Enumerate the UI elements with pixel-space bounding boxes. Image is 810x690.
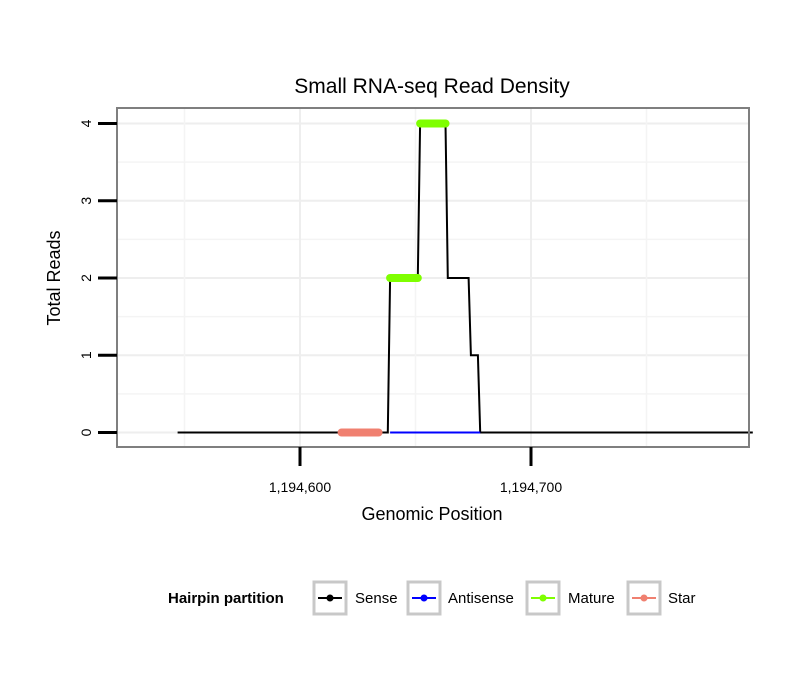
grid-lines [117,108,749,447]
legend-dot-antisense [420,594,428,602]
y-tick-label-2: 2 [78,274,94,282]
legend-entry-sense: Sense [312,580,398,616]
series-layer [177,119,753,437]
legend-entry-mature: Mature [525,580,615,616]
legend: Hairpin partition Sense Antisense Mature… [168,580,696,616]
y-tick-label-0: 0 [78,428,94,436]
legend-label-mature: Mature [568,590,615,607]
legend-label-star: Star [668,590,696,607]
x-axis: 1,194,600 1,194,700 [269,447,562,495]
x-tick-label-0: 1,194,600 [269,479,331,495]
y-tick-label-4: 4 [78,119,94,127]
x-tick-label-1: 1,194,700 [500,479,562,495]
y-axis-label: Total Reads [44,230,64,325]
legend-title: Hairpin partition [168,590,284,607]
legend-entry-antisense: Antisense [406,580,514,616]
legend-dot-mature [539,594,547,602]
x-axis-label: Genomic Position [361,504,502,524]
legend-label-sense: Sense [355,590,398,607]
y-axis: 0 1 2 3 4 [78,119,117,436]
series-line-sense [177,122,753,434]
legend-entry-star: Star [626,580,696,616]
legend-dot-sense [326,594,334,602]
legend-dot-star [640,594,648,602]
y-tick-label-1: 1 [78,351,94,359]
y-tick-label-3: 3 [78,197,94,205]
chart-title: Small RNA-seq Read Density [294,75,570,98]
legend-label-antisense: Antisense [448,590,514,607]
